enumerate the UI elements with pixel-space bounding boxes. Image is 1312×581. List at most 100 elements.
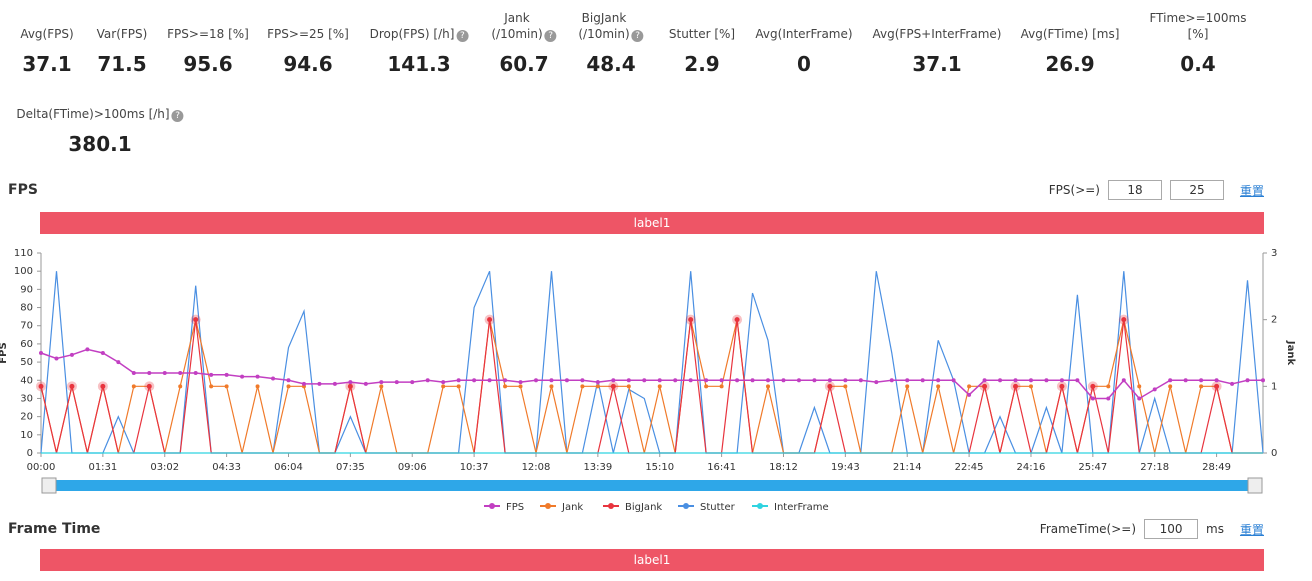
fps-point [301, 381, 306, 386]
metric: FPS>=25 [%] 94.6 [267, 10, 349, 76]
fps-point [858, 378, 863, 383]
threshold-label: FPS(>=) [1048, 183, 1100, 197]
fps-point [394, 380, 399, 385]
legend-item[interactable]: Jank [540, 502, 583, 513]
x-tick-label: 16:41 [707, 462, 736, 473]
help-icon[interactable]: ? [544, 30, 557, 42]
metric-label-text: Avg(FPS+InterFrame) [872, 27, 1002, 41]
fps-point [920, 378, 925, 383]
y-tick-label: 80 [20, 303, 33, 314]
section-title: FPS [8, 182, 38, 198]
legend-label: BigJank [625, 502, 662, 513]
x-tick-label: 21:14 [893, 462, 922, 473]
x-tick-label: 28:49 [1202, 462, 1231, 473]
metric-label-text: Jank (/10min) [491, 11, 543, 41]
legend-item[interactable]: FPS [484, 502, 524, 513]
legend-item[interactable]: Stutter [678, 502, 736, 513]
fps-point [503, 378, 508, 383]
help-icon[interactable]: ? [456, 30, 469, 42]
fps-point [967, 392, 972, 397]
legend-swatch-dot [489, 503, 495, 509]
metric: Var(FPS) 71.5 [97, 10, 148, 76]
metric-value: 37.1 [22, 52, 72, 76]
fps-point [1214, 378, 1219, 383]
fps-point [332, 381, 337, 386]
fps-point [147, 371, 152, 375]
fps-point [595, 380, 600, 385]
bigjank-point [146, 383, 152, 389]
y-tick-label: 30 [20, 393, 33, 404]
fps-point [827, 378, 832, 383]
metric-value: 26.9 [1045, 52, 1095, 76]
fps-point [286, 378, 291, 383]
bigjank-point [347, 383, 353, 389]
jank-point [456, 384, 461, 389]
y2-tick-label: 1 [1271, 381, 1277, 392]
fps-point [982, 378, 987, 383]
fps-point [1245, 378, 1250, 383]
fps-point [348, 380, 353, 385]
threshold-input[interactable]: 18 [1107, 180, 1162, 200]
jank-point [131, 384, 136, 389]
x-tick-label: 01:31 [88, 462, 117, 473]
fps-point [580, 378, 585, 383]
fps-point [1044, 378, 1049, 383]
fps-point [1106, 396, 1111, 401]
metric-label: Delta(FTime)>100ms [/h]? [16, 90, 184, 122]
metric-label: Var(FPS) [97, 10, 148, 42]
fps-point [936, 378, 941, 383]
zoom-slider [43, 480, 1261, 491]
fps-point [735, 378, 740, 383]
y-tick-label: 100 [14, 266, 33, 277]
fps-point [518, 380, 523, 385]
bigjank-point [69, 383, 75, 389]
help-icon[interactable]: ? [171, 110, 184, 122]
fps-point [642, 378, 647, 383]
fps-point [1261, 378, 1265, 383]
reset-link[interactable]: 重置 [1239, 522, 1264, 537]
metric: Drop(FPS) [/h]? 141.3 [370, 10, 469, 76]
fps-point [673, 378, 678, 383]
slider-handle[interactable] [41, 477, 57, 494]
fps-point [998, 378, 1003, 383]
slider-handle[interactable] [1247, 477, 1263, 494]
metric-value: 0 [797, 52, 811, 76]
threshold-input[interactable]: 100 [1144, 519, 1199, 539]
frametime-controls: FrameTime(>=) 100 ms 重置 [1040, 519, 1264, 539]
fps-point [1028, 378, 1033, 383]
fps-point [688, 378, 693, 383]
fps-point [781, 378, 786, 383]
fps-point [54, 356, 59, 361]
fps-point [472, 378, 477, 383]
jank-point [719, 384, 724, 389]
label-band: label1 [40, 212, 1264, 234]
threshold-label: FrameTime(>=) [1039, 522, 1137, 536]
fps-point [564, 378, 569, 383]
jank-point [766, 384, 771, 389]
fps-point [69, 352, 74, 357]
help-icon[interactable]: ? [631, 30, 644, 42]
legend-item[interactable]: BigJank [603, 502, 662, 513]
unit: ms [1206, 522, 1224, 536]
metric: Avg(InterFrame) 0 [755, 10, 852, 76]
fps-point [812, 378, 817, 383]
fps-point [85, 347, 90, 352]
fps-point [1199, 378, 1204, 383]
jank-point [178, 384, 183, 389]
jank-point [379, 384, 384, 389]
fps-point [271, 376, 276, 381]
metric-value: 380.1 [68, 132, 132, 156]
fps-point [487, 378, 492, 383]
fps-point [317, 381, 322, 386]
legend-item[interactable]: InterFrame [752, 502, 829, 513]
metric-value: 37.1 [912, 52, 962, 76]
x-tick-label: 24:16 [1017, 462, 1046, 473]
threshold-input[interactable]: 25 [1169, 180, 1224, 200]
metric-label: Avg(FTime) [ms] [1021, 10, 1120, 42]
jank-point [967, 384, 972, 389]
bigjank-point [487, 317, 493, 323]
reset-link[interactable]: 重置 [1239, 183, 1264, 198]
metric-value: 71.5 [97, 52, 147, 76]
series-line [40, 270, 1264, 454]
fps-point [441, 380, 446, 385]
